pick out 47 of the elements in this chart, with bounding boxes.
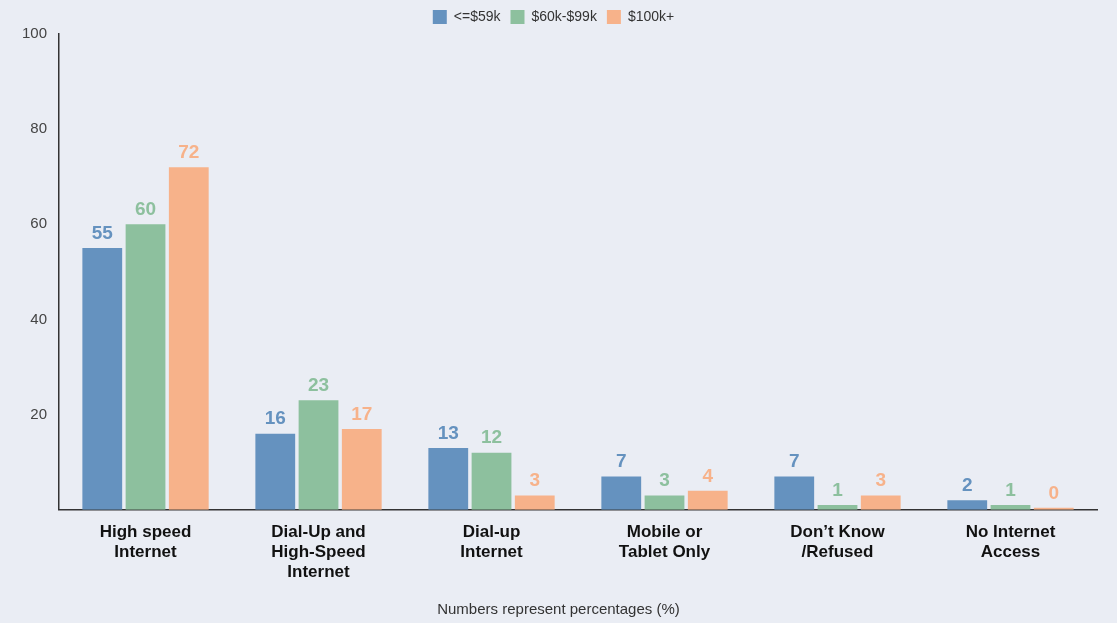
y-tick-label: 100 [22, 24, 48, 42]
y-tick-label: 60 [30, 214, 48, 232]
y-tick-label: 40 [30, 309, 48, 327]
data-label: 0 [1048, 481, 1060, 503]
data-label: 16 [264, 407, 286, 429]
data-label: 3 [659, 469, 670, 491]
x-tick-label: Don’t Know /Refused [790, 521, 886, 562]
data-label: 7 [788, 450, 800, 472]
bar [514, 495, 555, 510]
bar [125, 224, 166, 510]
data-label: 7 [615, 450, 627, 472]
y-tick-label: 80 [30, 119, 48, 137]
x-tick-label: Dial-Up and High-Speed Internet [271, 521, 366, 582]
x-tick-label: Dial-up Internet [460, 521, 524, 562]
bar [687, 490, 728, 510]
data-label: 12 [480, 426, 503, 448]
legend-label: <=$59k [453, 7, 502, 24]
x-tick-label: High speed Internet [99, 521, 192, 562]
legend-label: $100k+ [627, 7, 675, 24]
data-label: 60 [134, 198, 157, 220]
data-label: 1 [1005, 478, 1017, 500]
bar [341, 428, 382, 510]
y-tick-label: 20 [30, 404, 48, 422]
bar [774, 476, 815, 510]
data-label: 55 [91, 221, 114, 243]
bar [298, 400, 339, 510]
bar [601, 476, 642, 510]
data-label: 4 [702, 464, 714, 486]
data-label: 1 [832, 478, 844, 500]
legend-label: $60k-$99k [531, 7, 598, 24]
data-label: 23 [307, 374, 330, 396]
text: Numbers represent percentages (%) [436, 600, 681, 617]
x-tick-label: Mobile or Tablet Only [618, 521, 711, 562]
bar [947, 500, 988, 510]
bar [255, 433, 296, 510]
data-label: 72 [178, 140, 200, 162]
data-label: 17 [351, 402, 373, 424]
x-tick-label: No Internet Access [965, 521, 1056, 562]
bar [471, 452, 512, 510]
data-label: 2 [961, 474, 973, 496]
bar [82, 248, 123, 510]
data-label: 3 [529, 469, 541, 491]
bar [860, 495, 901, 510]
bar [428, 447, 469, 510]
data-label: 3 [875, 469, 887, 491]
data-label: 13 [437, 421, 459, 443]
bar [168, 167, 209, 510]
